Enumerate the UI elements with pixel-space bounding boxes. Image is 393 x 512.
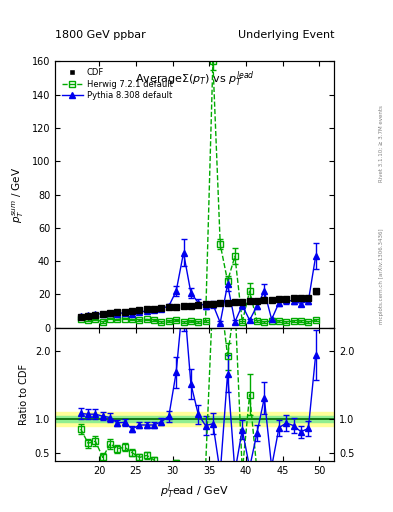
Y-axis label: Ratio to CDF: Ratio to CDF (19, 364, 29, 425)
Text: Rivet 3.1.10; ≥ 3.7M events: Rivet 3.1.10; ≥ 3.7M events (379, 105, 384, 182)
Y-axis label: $p_T^{sum}$ / GeV: $p_T^{sum}$ / GeV (11, 166, 26, 223)
Text: 1800 GeV ppbar: 1800 GeV ppbar (55, 30, 146, 40)
Text: Average$\Sigma(p_{T})$ vs $p_T^{lead}$: Average$\Sigma(p_{T})$ vs $p_T^{lead}$ (135, 70, 254, 89)
Text: mcplots.cern.ch [arXiv:1306.3436]: mcplots.cern.ch [arXiv:1306.3436] (379, 229, 384, 324)
Text: Underlying Event: Underlying Event (237, 30, 334, 40)
X-axis label: $p_T^{l}$ead / GeV: $p_T^{l}$ead / GeV (160, 481, 229, 501)
Legend: CDF, Herwig 7.2.1 default, Pythia 8.308 default: CDF, Herwig 7.2.1 default, Pythia 8.308 … (59, 66, 175, 102)
